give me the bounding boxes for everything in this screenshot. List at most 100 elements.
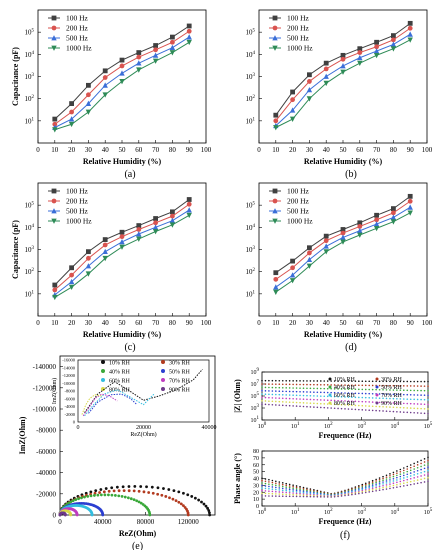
inset-x-tick: 40000 (202, 425, 217, 431)
phase-point-2-36 (382, 477, 384, 480)
x-tick-label: 70 (373, 319, 381, 327)
mag-point-3-8 (285, 387, 288, 389)
mag-point-4-38 (389, 393, 391, 396)
phase-point-6-37 (385, 484, 388, 486)
mag-point-8-1 (261, 403, 263, 405)
mag-point-3-24 (340, 388, 343, 390)
phase-point-3-10 (292, 487, 294, 490)
phase-point-6-33 (371, 487, 374, 490)
mag-point-3-47 (420, 389, 422, 392)
legend-label-1: 100 Hz (66, 187, 89, 196)
mag-point-2-31 (364, 384, 367, 387)
mag-point-7-36 (382, 405, 384, 408)
data-point-3-4 (102, 82, 108, 88)
phase-point-4-11 (295, 489, 298, 492)
mag-point-7-7 (281, 401, 284, 403)
plot-frame (261, 450, 429, 507)
inset-x-tick: 20000 (136, 425, 151, 431)
phase-point-7-34 (375, 488, 377, 490)
data-point-4-9 (407, 37, 413, 43)
mag-point-5-31 (364, 396, 367, 399)
mag-point-4-42 (402, 393, 405, 396)
phase-point-2-39 (392, 473, 395, 476)
mag-point-7-4 (271, 400, 274, 403)
phase-point-8-28 (354, 493, 357, 495)
x-tick-label: 30 (306, 319, 314, 327)
phase-point-1-38 (389, 473, 391, 475)
data-point-3-9 (186, 34, 192, 40)
mag-point-5-39 (392, 397, 395, 400)
mag-point-2-19 (323, 384, 326, 386)
phase-point-7-49 (427, 476, 429, 479)
phase-point-8-40 (396, 486, 398, 488)
inset-y-label: ImZ(Ohm) (51, 378, 58, 404)
inset-frame (77, 359, 210, 423)
phase-point-3-37 (385, 478, 388, 480)
mag-point-4-20 (326, 391, 329, 394)
mag-point-5-14 (306, 394, 308, 397)
phase-point-3-39 (392, 475, 395, 478)
phase-point-4-12 (299, 489, 301, 492)
legend-label-1: 100 Hz (66, 14, 89, 23)
phase-point-8-25 (344, 494, 346, 497)
nyquist-point-2-33 (174, 499, 178, 503)
mag-point-1-24 (340, 380, 343, 382)
data-point-3-5 (119, 70, 125, 76)
data-point-3-5 (119, 239, 125, 245)
mag-point-2-4 (271, 383, 274, 385)
phase-point-2-42 (402, 469, 405, 472)
nyquist-point-1-34 (197, 498, 201, 502)
phase-point-4-48 (423, 467, 426, 470)
mag-point-1-46 (416, 380, 419, 383)
x-tick-label: 40 (323, 146, 331, 154)
y-tick-label: 10 (253, 497, 259, 503)
data-point-4-8 (390, 219, 397, 225)
nyquist-point-1-30 (182, 491, 185, 495)
data-point-1-4 (323, 60, 329, 66)
data-point-2-2 (290, 265, 295, 271)
phase-point-8-30 (361, 492, 364, 494)
nyquist-point-3-17 (89, 494, 93, 498)
x-tick-label: 102 (324, 508, 333, 516)
legend-marker-1 (101, 360, 105, 364)
phase-point-2-34 (375, 480, 377, 482)
phase-point-8-41 (399, 485, 402, 488)
mag-point-3-16 (313, 387, 315, 390)
mag-point-5-2 (264, 393, 267, 396)
phase-point-5-1 (261, 487, 263, 489)
mag-point-5-25 (344, 396, 346, 398)
data-point-4-7 (373, 225, 380, 232)
mag-point-8-5 (275, 404, 277, 406)
mag-point-2-43 (406, 385, 409, 387)
mag-point-2-38 (389, 384, 391, 387)
mag-point-4-6 (278, 390, 281, 392)
y-tick-label: 109 (251, 368, 260, 376)
phase-point-6-6 (278, 491, 281, 493)
x-tick-label: 0 (257, 146, 261, 154)
nyquist-point-3-18 (93, 494, 96, 497)
x-tick-label: 60 (356, 319, 364, 327)
phase-point-2-43 (406, 468, 409, 470)
y-tick-label: -100000 (33, 406, 57, 414)
phase-point-7-35 (378, 487, 381, 490)
mag-point-5-41 (399, 398, 402, 400)
phase-point-5-30 (361, 488, 364, 491)
nyquist-point-3-31 (135, 499, 139, 503)
mag-point-7-18 (319, 402, 322, 405)
y-tick-label: -40000 (36, 469, 56, 477)
phase-point-7-13 (302, 494, 305, 497)
phase-point-7-32 (368, 489, 371, 492)
data-point-1-6 (357, 46, 363, 52)
mag-point-3-39 (392, 389, 395, 391)
mag-point-6-16 (313, 398, 315, 401)
mag-point-8-30 (361, 409, 364, 411)
phase-point-7-2 (264, 492, 267, 495)
phase-point-5-10 (292, 490, 294, 493)
mag-point-4-45 (413, 394, 415, 396)
data-point-3-1 (273, 284, 279, 290)
mag-point-3-26 (347, 388, 350, 390)
mag-point-3-14 (306, 387, 308, 390)
y-axis-label: Capacitance (pF) (11, 47, 20, 106)
mag-point-8-22 (333, 407, 336, 410)
mag-point-3-10 (292, 387, 294, 389)
